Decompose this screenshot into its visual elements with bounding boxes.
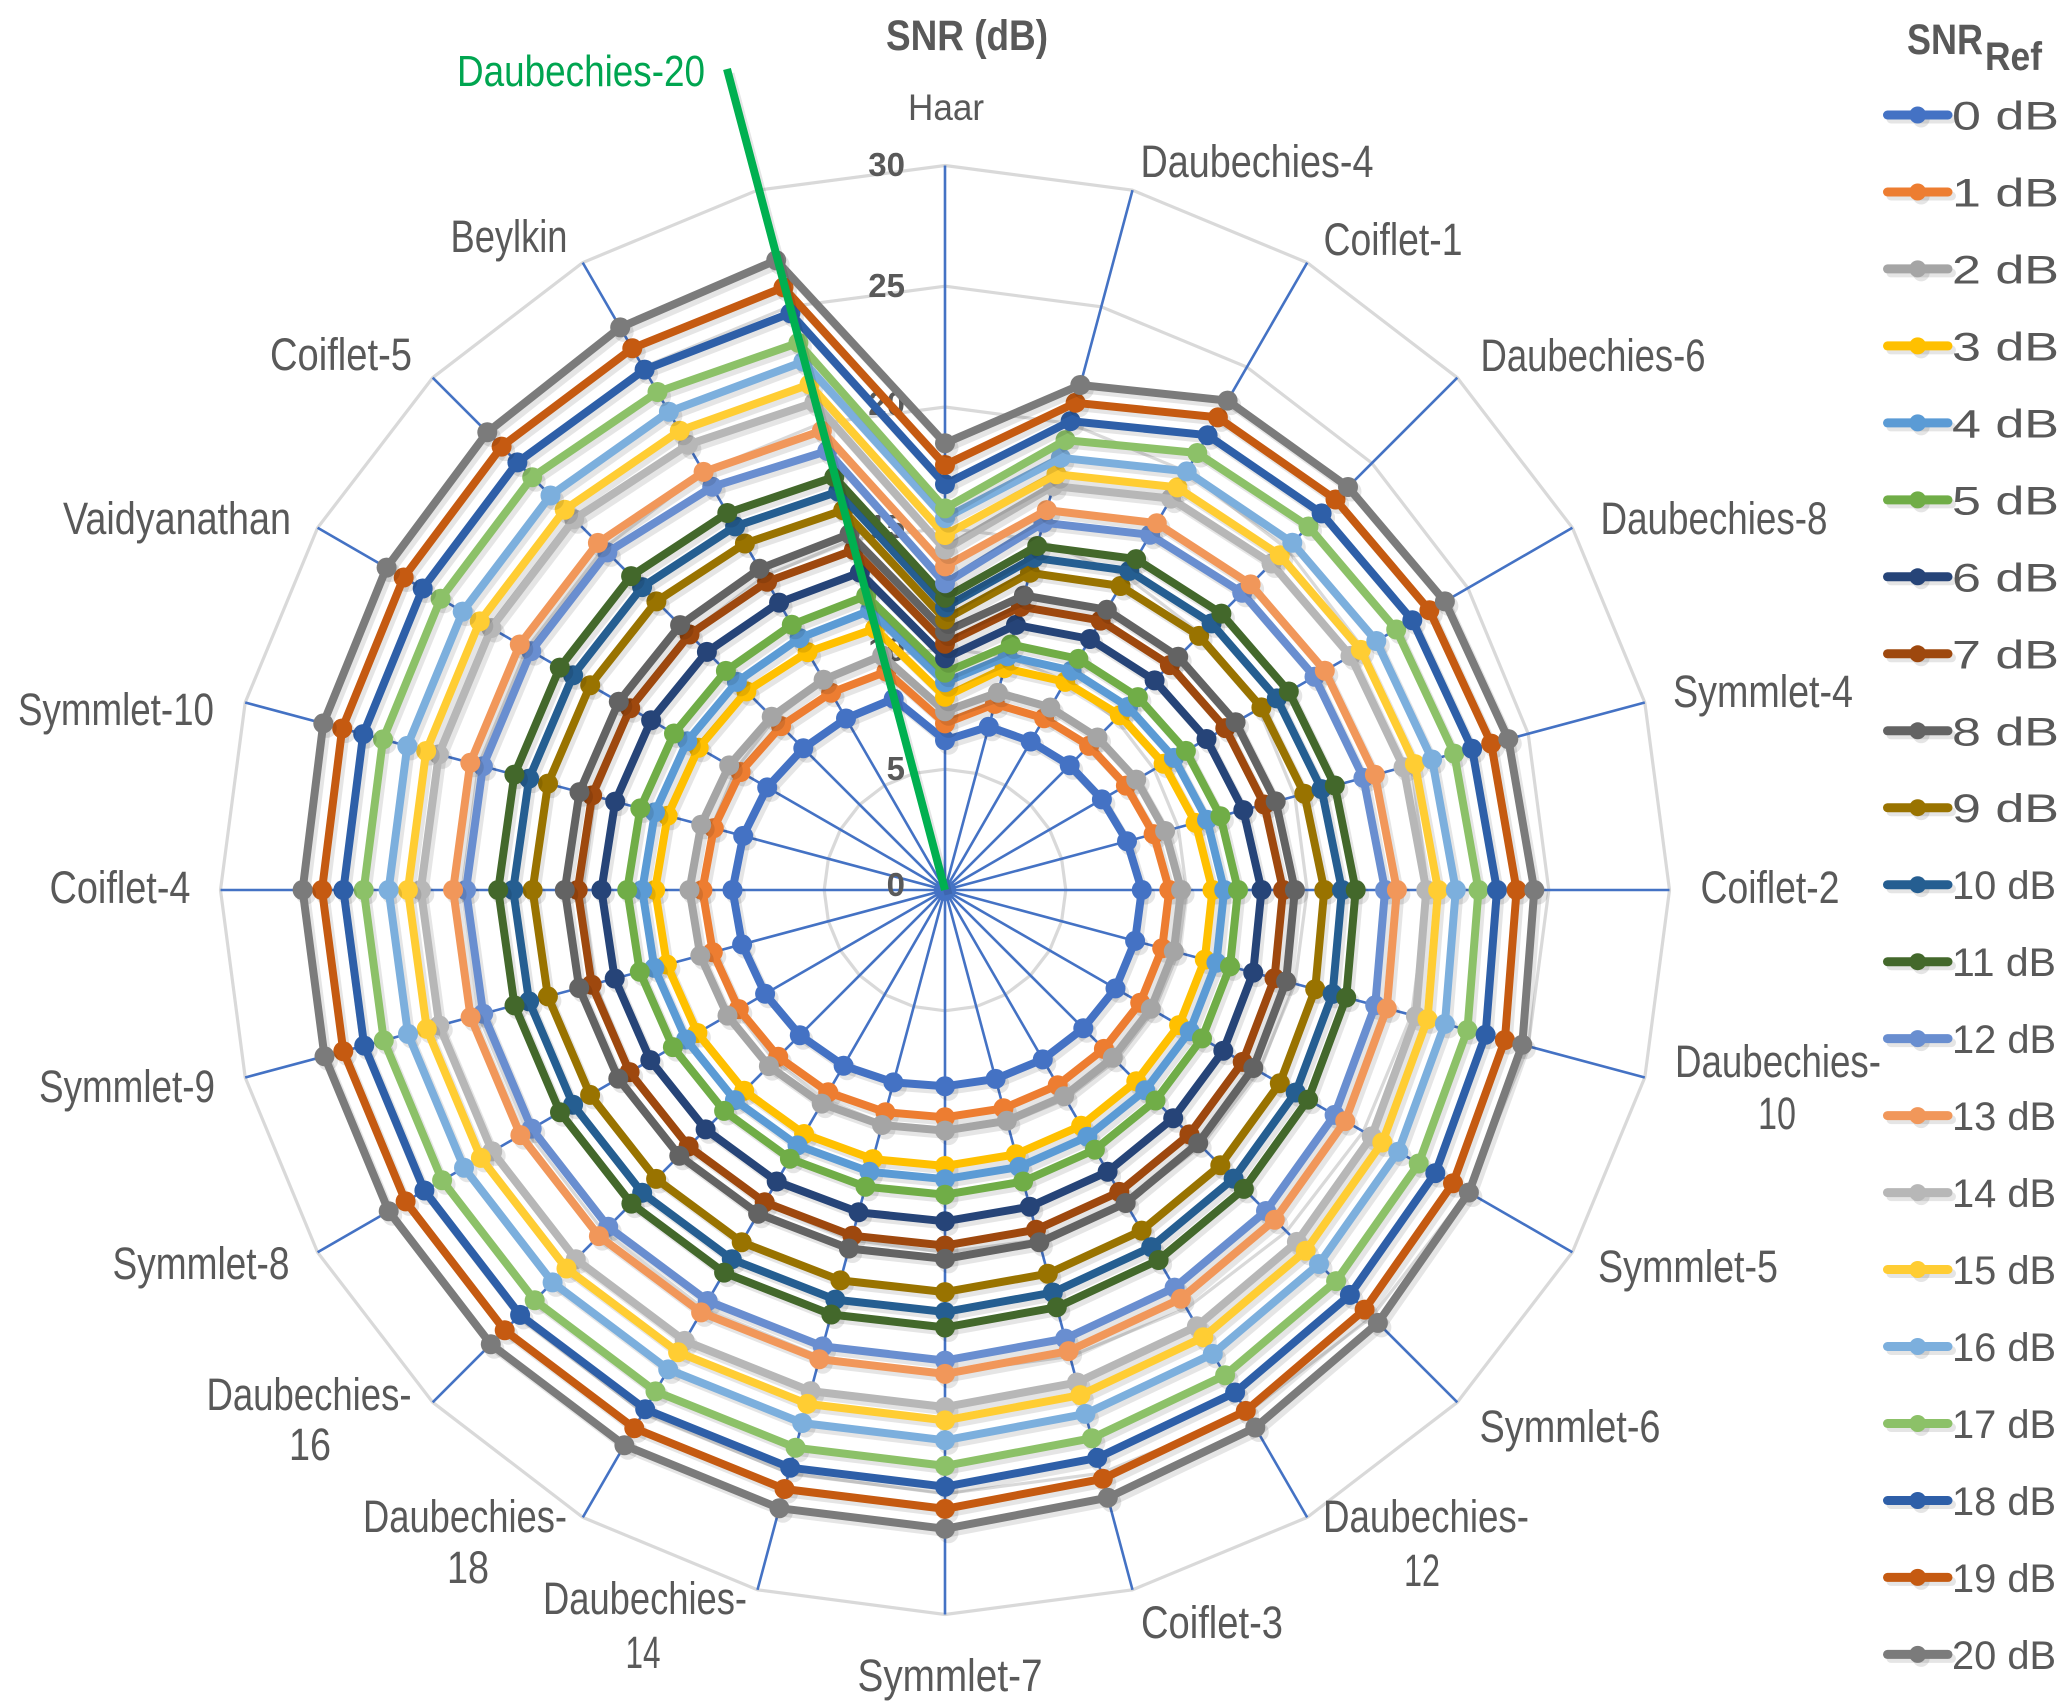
svg-text:3 dB: 3 dB — [1952, 325, 2059, 369]
svg-text:0: 0 — [887, 866, 905, 903]
svg-text:18: 18 — [447, 1542, 489, 1593]
svg-text:Daubechies-: Daubechies- — [543, 1573, 747, 1624]
svg-text:12: 12 — [1404, 1545, 1440, 1596]
svg-text:10 dB: 10 dB — [1952, 864, 2056, 908]
svg-text:Coiflet-5: Coiflet-5 — [270, 329, 412, 380]
svg-text:1 dB: 1 dB — [1952, 172, 2059, 216]
svg-text:Daubechies-: Daubechies- — [1323, 1491, 1529, 1542]
svg-text:Daubechies-8: Daubechies-8 — [1601, 493, 1828, 544]
svg-text:Coiflet-2: Coiflet-2 — [1701, 862, 1840, 913]
svg-text:15 dB: 15 dB — [1952, 1249, 2056, 1293]
svg-text:Daubechies-6: Daubechies-6 — [1481, 330, 1706, 381]
svg-text:SNR: SNR — [1907, 17, 1983, 64]
svg-text:6 dB: 6 dB — [1952, 556, 2059, 600]
svg-text:Coiflet-1: Coiflet-1 — [1324, 214, 1463, 265]
svg-text:8 dB: 8 dB — [1952, 710, 2059, 754]
svg-text:Symmlet-9: Symmlet-9 — [39, 1061, 215, 1112]
svg-text:18 dB: 18 dB — [1952, 1480, 2056, 1524]
svg-text:25: 25 — [868, 267, 905, 304]
svg-text:Coiflet-4: Coiflet-4 — [50, 862, 191, 913]
svg-text:19 dB: 19 dB — [1952, 1557, 2056, 1601]
svg-text:Haar: Haar — [908, 87, 984, 128]
svg-text:Vaidyanathan: Vaidyanathan — [63, 493, 291, 544]
svg-text:0 dB: 0 dB — [1952, 95, 2059, 139]
svg-text:Coiflet-3: Coiflet-3 — [1141, 1597, 1283, 1648]
svg-text:9 dB: 9 dB — [1952, 787, 2059, 831]
svg-text:Ref: Ref — [1985, 35, 2043, 79]
svg-text:Symmlet-8: Symmlet-8 — [113, 1238, 290, 1289]
svg-text:14: 14 — [626, 1627, 661, 1678]
svg-text:5 dB: 5 dB — [1952, 479, 2059, 523]
svg-text:12 dB: 12 dB — [1952, 1018, 2056, 1062]
svg-text:Daubechies-: Daubechies- — [207, 1369, 412, 1420]
svg-text:16: 16 — [289, 1419, 331, 1470]
svg-text:16 dB: 16 dB — [1952, 1326, 2056, 1370]
svg-text:10: 10 — [1758, 1088, 1796, 1139]
svg-text:SNR (dB): SNR (dB) — [886, 13, 1048, 60]
svg-text:Daubechies-: Daubechies- — [363, 1491, 567, 1542]
svg-text:Beylkin: Beylkin — [451, 211, 568, 262]
svg-text:11 dB: 11 dB — [1952, 941, 2056, 985]
svg-text:20 dB: 20 dB — [1952, 1634, 2056, 1678]
svg-text:Symmlet-4: Symmlet-4 — [1673, 666, 1853, 717]
svg-text:Symmlet-5: Symmlet-5 — [1598, 1241, 1778, 1292]
svg-text:30: 30 — [868, 146, 905, 183]
svg-text:5: 5 — [887, 750, 905, 787]
svg-text:2 dB: 2 dB — [1952, 248, 2059, 292]
svg-text:4 dB: 4 dB — [1952, 402, 2059, 446]
svg-text:Daubechies-20: Daubechies-20 — [457, 47, 705, 96]
svg-text:Symmlet-10: Symmlet-10 — [18, 684, 214, 735]
svg-text:7 dB: 7 dB — [1952, 633, 2059, 677]
svg-text:Daubechies-: Daubechies- — [1675, 1036, 1881, 1087]
svg-text:17 dB: 17 dB — [1952, 1403, 2056, 1447]
svg-text:13 dB: 13 dB — [1952, 1095, 2056, 1139]
svg-text:Symmlet-7: Symmlet-7 — [858, 1650, 1043, 1701]
svg-text:Daubechies-4: Daubechies-4 — [1141, 136, 1374, 187]
svg-text:Symmlet-6: Symmlet-6 — [1480, 1401, 1661, 1452]
svg-text:14 dB: 14 dB — [1952, 1172, 2056, 1216]
